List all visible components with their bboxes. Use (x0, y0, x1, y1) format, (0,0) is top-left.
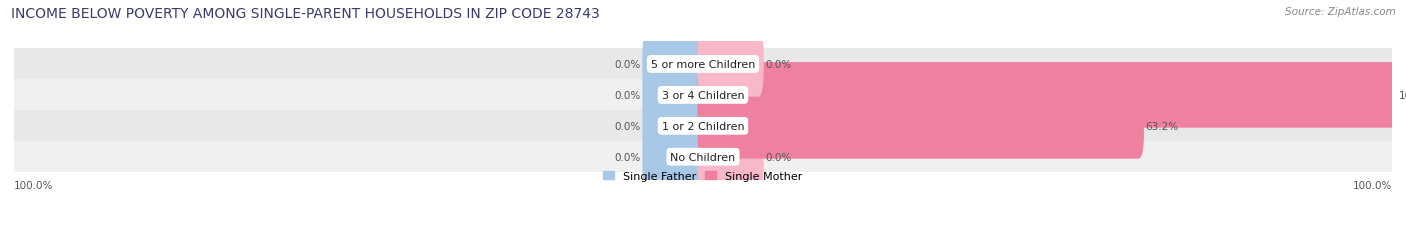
FancyBboxPatch shape (643, 94, 709, 159)
Text: 63.2%: 63.2% (1146, 121, 1178, 131)
Text: 100.0%: 100.0% (1399, 91, 1406, 100)
Text: 0.0%: 0.0% (614, 60, 641, 70)
Text: 1 or 2 Children: 1 or 2 Children (662, 121, 744, 131)
Text: 0.0%: 0.0% (765, 152, 792, 162)
Text: 100.0%: 100.0% (14, 180, 53, 190)
Text: 0.0%: 0.0% (614, 152, 641, 162)
Text: Source: ZipAtlas.com: Source: ZipAtlas.com (1285, 7, 1396, 17)
Bar (14, 111, 1392, 142)
Text: No Children: No Children (671, 152, 735, 162)
FancyBboxPatch shape (697, 125, 763, 190)
FancyBboxPatch shape (697, 63, 1398, 128)
FancyBboxPatch shape (697, 94, 1144, 159)
FancyBboxPatch shape (643, 32, 709, 97)
Text: 3 or 4 Children: 3 or 4 Children (662, 91, 744, 100)
Text: 5 or more Children: 5 or more Children (651, 60, 755, 70)
Text: 100.0%: 100.0% (1353, 180, 1392, 190)
FancyBboxPatch shape (697, 32, 763, 97)
Text: 0.0%: 0.0% (614, 121, 641, 131)
Bar (14, 142, 1392, 173)
Legend: Single Father, Single Mother: Single Father, Single Mother (599, 167, 807, 186)
Text: 0.0%: 0.0% (614, 91, 641, 100)
FancyBboxPatch shape (643, 125, 709, 190)
FancyBboxPatch shape (643, 63, 709, 128)
Bar (14, 80, 1392, 111)
Text: 0.0%: 0.0% (765, 60, 792, 70)
Text: INCOME BELOW POVERTY AMONG SINGLE-PARENT HOUSEHOLDS IN ZIP CODE 28743: INCOME BELOW POVERTY AMONG SINGLE-PARENT… (11, 7, 600, 21)
Bar (14, 49, 1392, 80)
